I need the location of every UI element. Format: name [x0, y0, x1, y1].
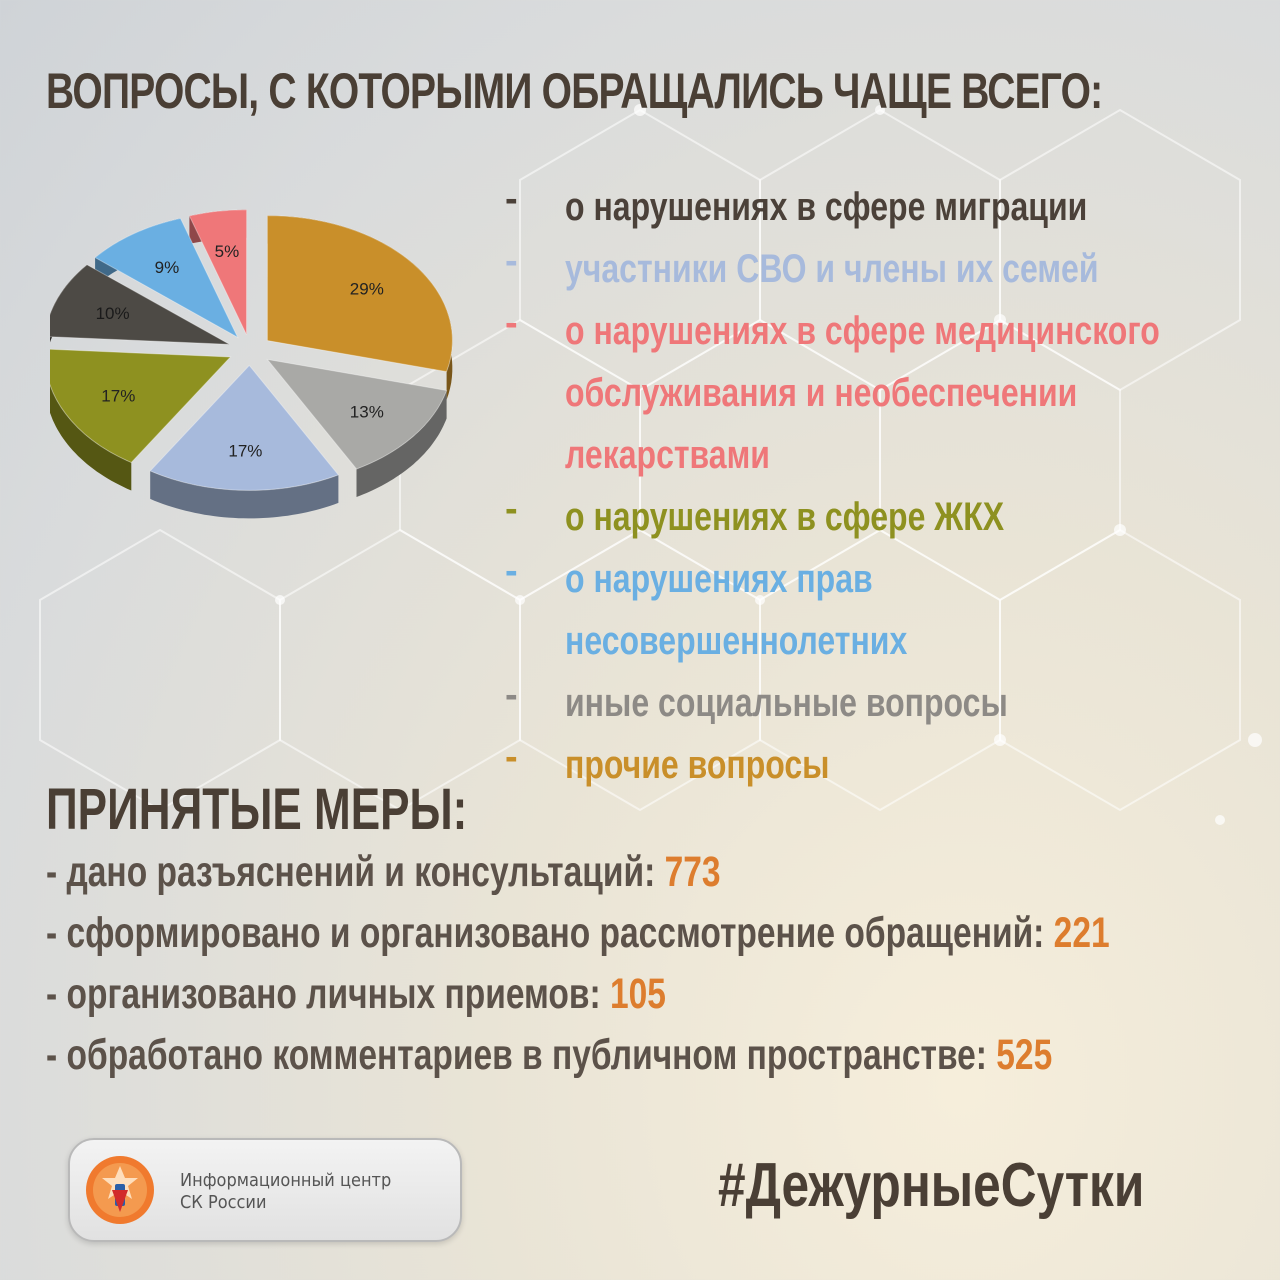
legend-label: о нарушениях в сфере ЖКХ [565, 495, 1005, 539]
measures-list: - дано разъяснений и консультаций: 773- … [46, 842, 1266, 1086]
legend-label: прочие вопросы [565, 743, 830, 787]
pie-slice-side [50, 384, 132, 491]
pie-slice-label: 29% [350, 280, 384, 299]
pie-slice [266, 215, 453, 373]
measure-value: 773 [664, 848, 721, 896]
legend-label: иные социальные вопросы [565, 681, 1008, 725]
pie-slice [266, 358, 448, 470]
legend-dash: - [505, 178, 518, 220]
pie-slice-side [150, 470, 339, 519]
measures-title: ПРИНЯТЫЕ МЕРЫ: [46, 777, 468, 842]
measure-row: - сформировано и организовано рассмотрен… [46, 903, 1110, 964]
measure-label: - сформировано и организовано рассмотрен… [46, 909, 1054, 957]
pie-slice [188, 209, 248, 336]
legend-item: - участники СВО и члены их семей [505, 240, 1265, 298]
pie-slice [94, 217, 239, 339]
measure-value: 221 [1053, 909, 1110, 957]
legend-dash: - [505, 240, 518, 282]
legend-dash: - [505, 674, 518, 716]
legend-label: несовершеннолетних [565, 619, 908, 663]
logo-line-1: Информационный центр [180, 1170, 392, 1191]
pie-slice [50, 264, 230, 345]
legend-label: обслуживания и необеспечении [565, 371, 1078, 415]
pie-slice-side [356, 390, 447, 497]
logo-badge: Информационный центр СК России [68, 1138, 462, 1242]
pie-chart: 29% 13% 17% 17% 10% 9% 5% [50, 209, 453, 519]
hashtag: #ДежурныеСутки [718, 1151, 1145, 1220]
legend-dash: - [505, 550, 518, 592]
legend-item: - о нарушениях в сфере медицинского [505, 302, 1265, 360]
legend-dash: - [505, 488, 518, 530]
legend-label: о нарушениях в сфере миграции [565, 185, 1088, 229]
legend-item: обслуживания и необеспечении [505, 364, 1265, 422]
measure-row: - организовано личных приемов: 105 [46, 964, 998, 1025]
measure-value: 525 [996, 1031, 1053, 1079]
measure-row: - обработано комментариев в публичном пр… [46, 1025, 1052, 1086]
pie-slice-label: 5% [215, 242, 240, 261]
legend-item: - о нарушениях в сфере ЖКХ [505, 488, 1265, 546]
legend-item: - о нарушениях прав [505, 550, 1265, 608]
pie-slice [149, 364, 340, 491]
legend-item: - иные социальные вопросы [505, 674, 1265, 732]
pie-slice-label: 10% [96, 304, 130, 323]
legend-label: участники СВО и члены их семей [565, 247, 1099, 291]
legend-label: лекарствами [565, 433, 770, 477]
legend-dash: - [505, 302, 518, 344]
legend-item: - о нарушениях в сфере миграции [505, 178, 1265, 236]
legend-label: о нарушениях в сфере медицинского [565, 309, 1160, 353]
logo-line-2: СК России [180, 1192, 267, 1213]
legend-dash: - [505, 736, 518, 778]
legend-item: несовершеннолетних [505, 612, 1265, 670]
legend-item: лекарствами [505, 426, 1265, 484]
pie-slice [50, 348, 232, 464]
measure-row: - дано разъяснений и консультаций: 773 [46, 842, 998, 903]
legend-item: - прочие вопросы [505, 736, 1265, 794]
legend: - о нарушениях в сфере миграции - участники… [505, 178, 1265, 798]
pie-slice-label: 17% [228, 441, 262, 460]
pie-slice-label: 13% [350, 403, 384, 422]
page-title: ВОПРОСЫ, С КОТОРЫМИ ОБРАЩАЛИСЬ ЧАЩЕ ВСЕГ… [46, 63, 1103, 119]
legend-label: о нарушениях прав [565, 557, 873, 601]
emblem-icon [86, 1156, 154, 1224]
pie-slice-label: 9% [155, 258, 180, 277]
measure-label: - организовано личных приемов: [46, 970, 611, 1018]
measure-label: - обработано комментариев в публичном пр… [46, 1031, 997, 1079]
measure-value: 105 [610, 970, 666, 1018]
measure-label: - дано разъяснений и консультаций: [46, 848, 665, 896]
pie-slice-label: 17% [101, 387, 135, 406]
